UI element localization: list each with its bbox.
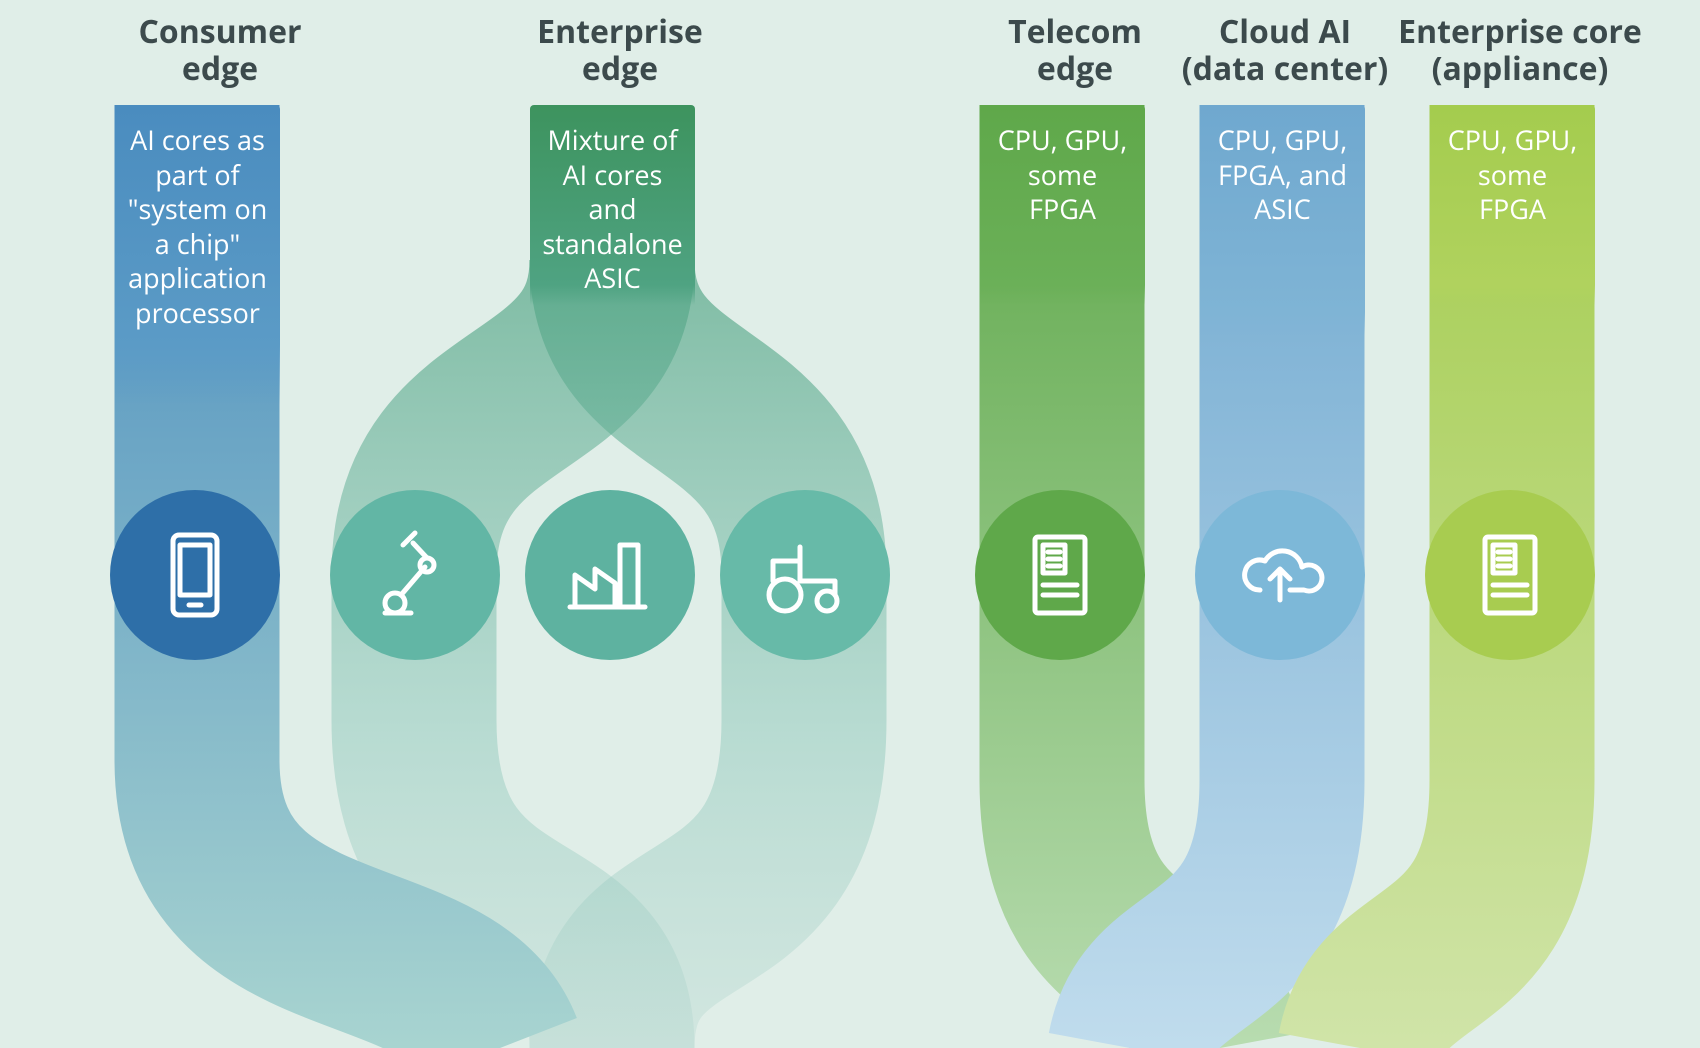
icon-circle-consumer — [110, 490, 280, 660]
icon-circle-enterprise-core — [1425, 490, 1595, 660]
desc-enterprise-core: CPU, GPU, some FPGA — [1430, 105, 1595, 227]
desc-consumer-edge: AI cores as part of "system on a chip" a… — [115, 105, 280, 330]
icon-circle-factory — [525, 490, 695, 660]
smartphone-icon — [145, 525, 245, 625]
header-enterprise-edge: Enterprise edge — [510, 14, 730, 88]
tractor-icon — [755, 525, 855, 625]
desc-cloud-ai: CPU, GPU, FPGA, and ASIC — [1200, 105, 1365, 227]
header-enterprise-core: Enterprise core (appliance) — [1390, 14, 1650, 88]
header-line2: edge — [582, 47, 658, 90]
column-enterprise-core: CPU, GPU, some FPGA — [1430, 105, 1595, 305]
icon-circle-telecom — [975, 490, 1145, 660]
column-consumer-edge: AI cores as part of "system on a chip" a… — [115, 105, 280, 405]
icon-circle-cloud — [1195, 490, 1365, 660]
desc-telecom-edge: CPU, GPU, some FPGA — [980, 105, 1145, 227]
server-rack-icon — [1460, 525, 1560, 625]
infographic-diagram: AI cores as part of "system on a chip" a… — [0, 0, 1700, 1048]
cloud-upload-icon — [1230, 525, 1330, 625]
header-line2: edge — [1037, 47, 1113, 90]
header-line2: edge — [182, 47, 258, 90]
icon-circle-robot — [330, 490, 500, 660]
server-rack-icon — [1010, 525, 1110, 625]
column-enterprise-edge: Mixture of AI cores and standalone ASIC — [530, 105, 695, 305]
header-telecom-edge: Telecom edge — [975, 14, 1175, 88]
desc-enterprise-edge: Mixture of AI cores and standalone ASIC — [530, 105, 695, 296]
column-telecom-edge: CPU, GPU, some FPGA — [980, 105, 1145, 305]
factory-icon — [560, 525, 660, 625]
header-consumer-edge: Consumer edge — [120, 14, 320, 88]
robot-arm-icon — [365, 525, 465, 625]
header-cloud-ai: Cloud AI (data center) — [1170, 14, 1400, 88]
header-line2: (appliance) — [1432, 47, 1609, 90]
column-cloud-ai: CPU, GPU, FPGA, and ASIC — [1200, 105, 1365, 335]
icon-circle-tractor — [720, 490, 890, 660]
header-line2: (data center) — [1182, 47, 1389, 90]
